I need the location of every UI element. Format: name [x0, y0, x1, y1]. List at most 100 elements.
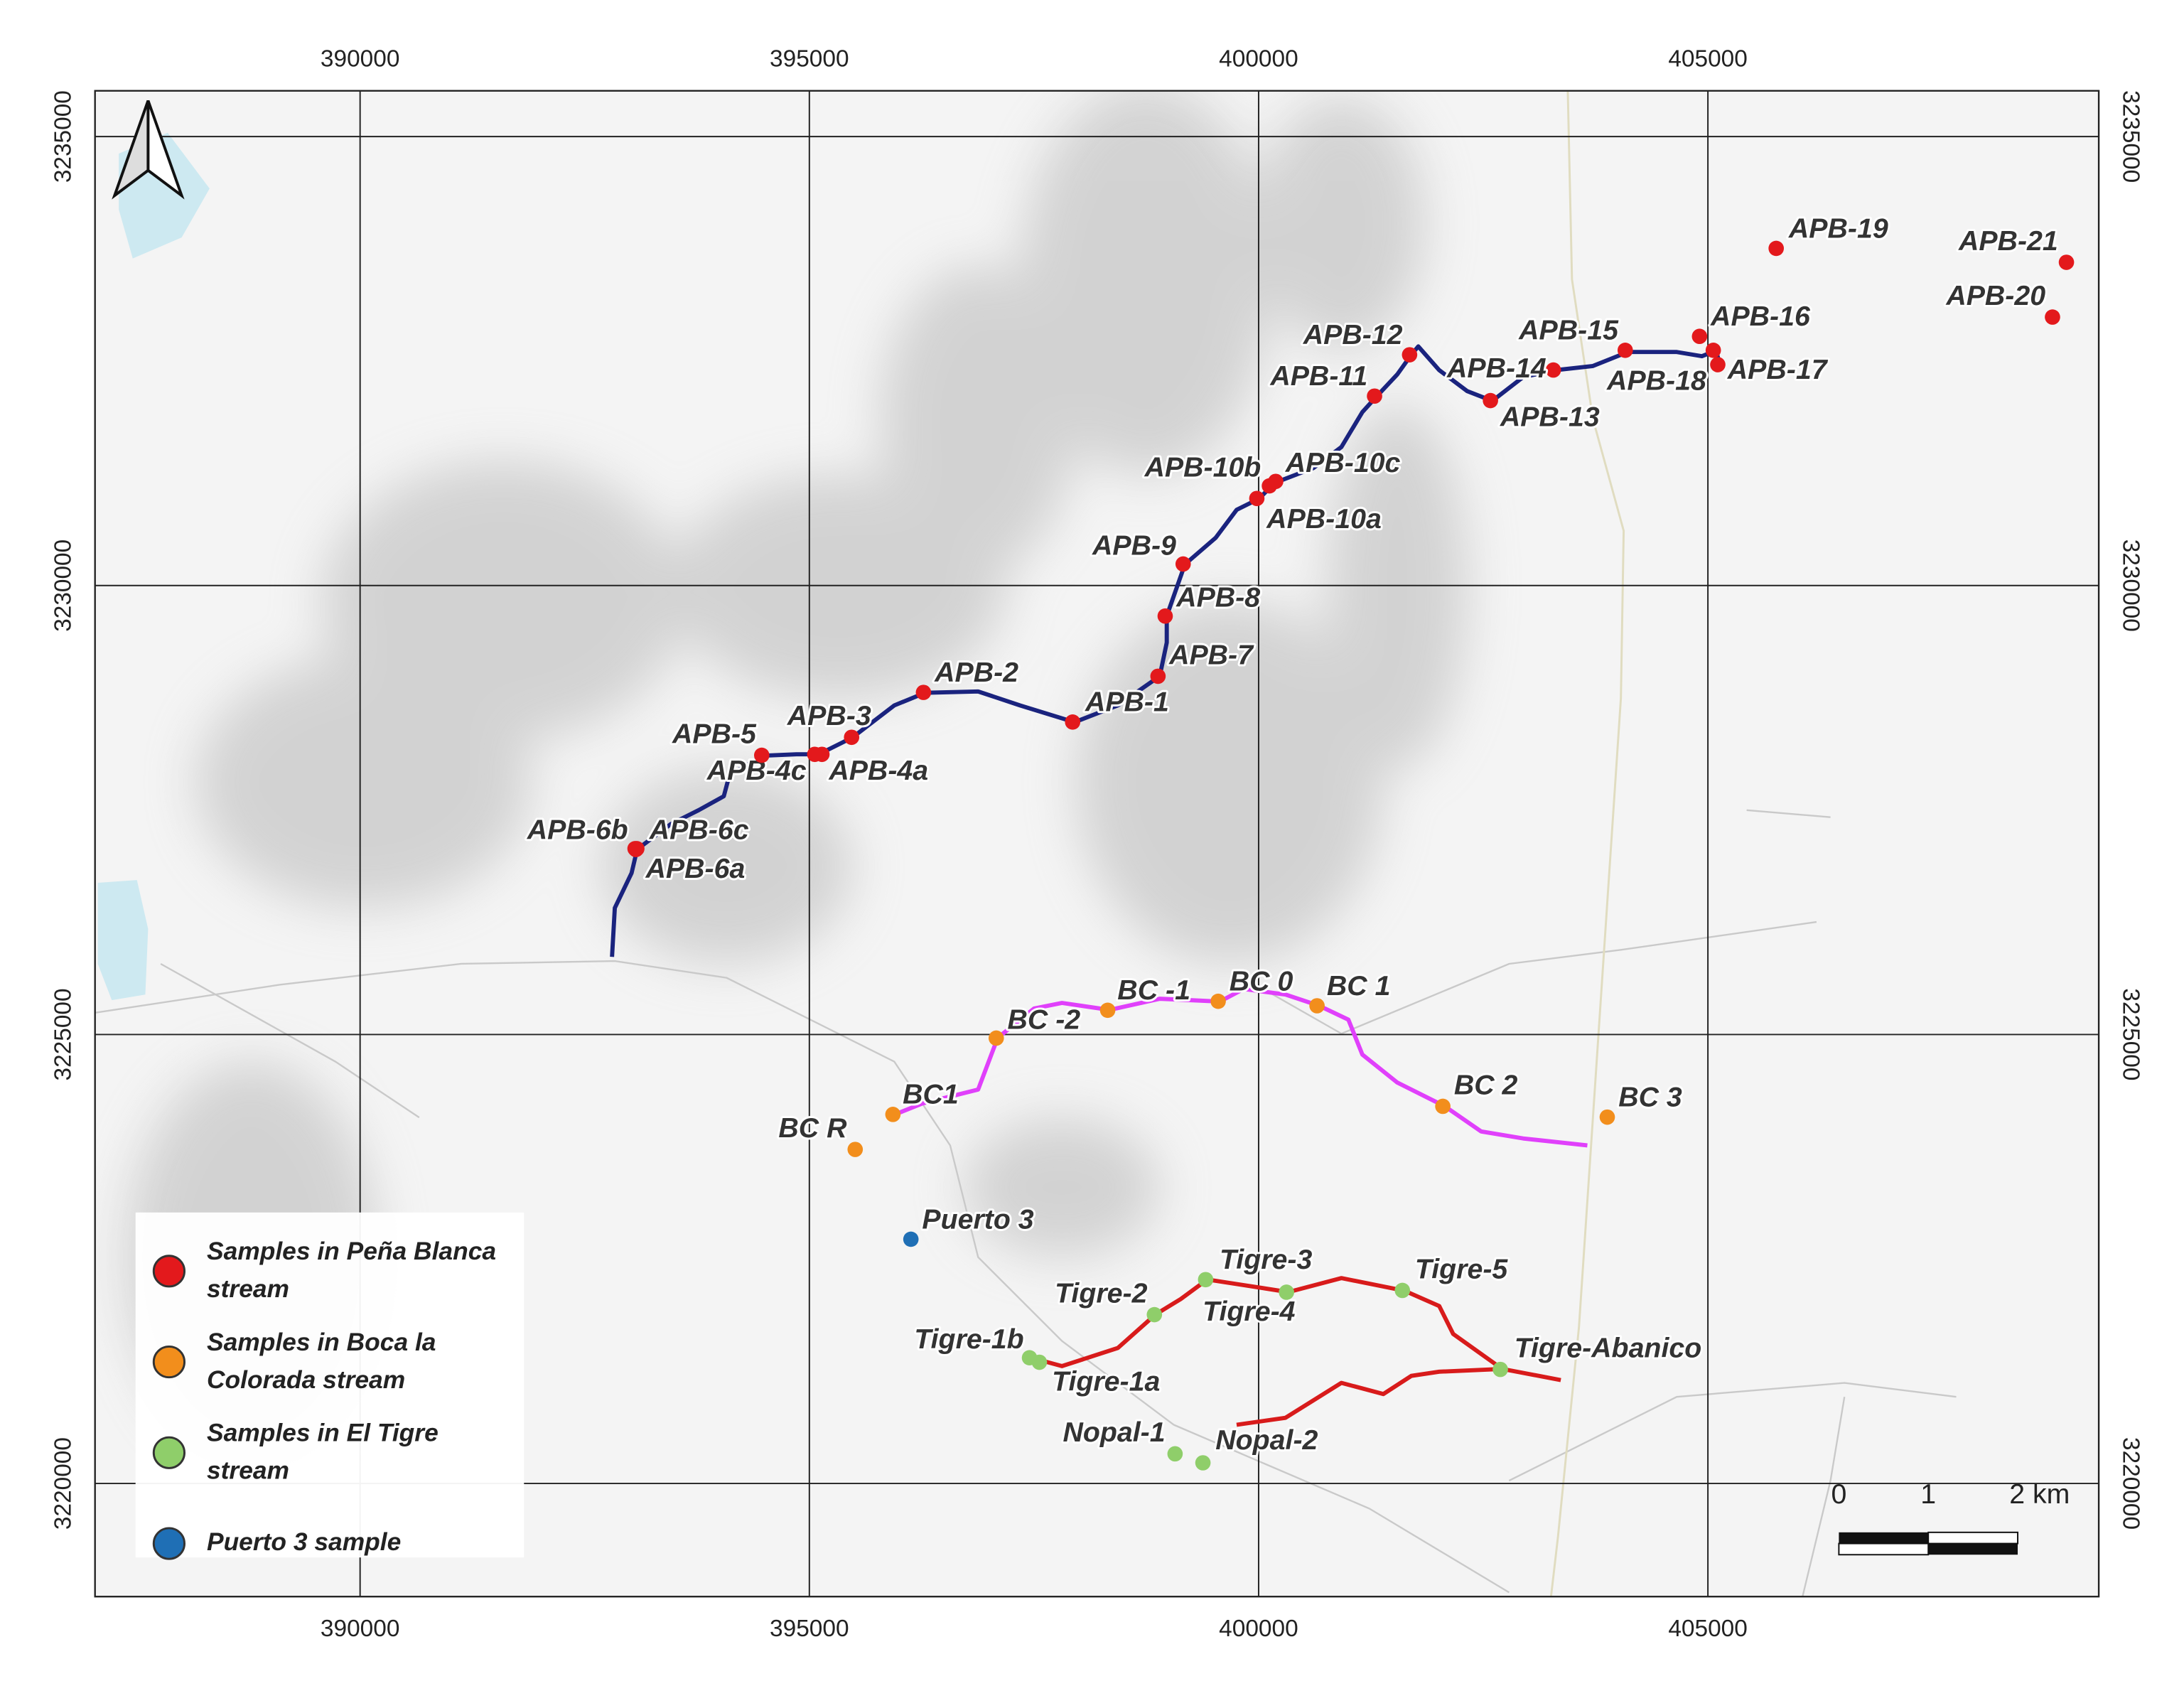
- sample-label: APB-20: [1945, 280, 2045, 311]
- sample-label: BC R: [778, 1112, 847, 1144]
- sample-point: [1279, 1284, 1294, 1300]
- x-tick-label: 400000: [1219, 1616, 1298, 1642]
- sample-point: [2058, 254, 2075, 270]
- sample-label: APB-18: [1606, 365, 1706, 396]
- sample-label: APB-2: [934, 657, 1018, 688]
- legend-label: stream: [207, 1457, 289, 1485]
- y-tick-label: 3235000: [2117, 90, 2143, 183]
- y-tick-label: 3230000: [2117, 539, 2143, 632]
- y-tick-label: 3230000: [50, 539, 76, 632]
- sample-point: [1402, 347, 1418, 363]
- north-arrow: [112, 100, 185, 200]
- y-tick-label: 3225000: [2117, 988, 2143, 1080]
- sample-label: APB-5: [672, 718, 757, 749]
- el-tigre-stream: [1236, 1366, 1502, 1427]
- sample-point: [1617, 343, 1633, 358]
- sample-label: APB-6b: [527, 815, 628, 846]
- x-tick-label: 390000: [321, 1616, 400, 1642]
- y-tick-label: 3220000: [50, 1437, 76, 1530]
- sample-point: [1705, 343, 1721, 358]
- sample-point: [1710, 357, 1726, 372]
- sample-point: [885, 1107, 901, 1122]
- sample-label: APB-19: [1788, 213, 1888, 244]
- sample-point: [1210, 993, 1226, 1009]
- samples: APB-1APB-2APB-3APB-4aAPB-4cAPB-5APB-6aAP…: [525, 210, 2075, 1471]
- sample-point: [629, 841, 645, 857]
- legend-swatch: [152, 1345, 185, 1379]
- legend-label: Samples in Peña Blanca: [207, 1237, 496, 1265]
- legend-swatch: [152, 1255, 185, 1288]
- sample-point: [1146, 1306, 1163, 1323]
- legend-label: Samples in El Tigre: [207, 1419, 439, 1447]
- legend-swatch: [152, 1527, 185, 1560]
- sample-label: BC 3: [1618, 1081, 1682, 1112]
- sample-point: [753, 747, 770, 763]
- map-frame: [94, 90, 2100, 1598]
- sample-point: [1367, 388, 1382, 404]
- sample-label: APB-11: [1269, 360, 1367, 392]
- sample-label: BC -2: [1008, 1004, 1081, 1035]
- sample-label: Tigre-1a: [1052, 1365, 1160, 1397]
- x-tick-label: 405000: [1668, 45, 1748, 72]
- sample-label: BC -1: [1117, 974, 1190, 1006]
- legend-swatch: [152, 1436, 185, 1469]
- sample-point: [1691, 328, 1708, 345]
- sample-label: BC 2: [1454, 1069, 1518, 1100]
- sample-label: APB-17: [1727, 354, 1829, 385]
- x-tick-label: 395000: [770, 45, 849, 72]
- sample-label: Tigre-4: [1203, 1296, 1295, 1327]
- sample-label: Tigre-1b: [914, 1323, 1023, 1355]
- sample-point: [1492, 1361, 1508, 1378]
- sample-point: [1198, 1272, 1214, 1288]
- y-tick-label: 3225000: [50, 988, 76, 1080]
- sample-point: [1249, 490, 1265, 507]
- sample-label: APB-10c: [1285, 447, 1401, 478]
- sample-label: Nopal-2: [1215, 1424, 1318, 1456]
- scale-label: 2 km: [2009, 1478, 2070, 1510]
- sample-label: APB-1: [1085, 687, 1169, 718]
- sample-point: [1099, 1002, 1116, 1019]
- graticule: 390000 390000 395000 395000 400000 400000 4050…: [50, 45, 2143, 1642]
- sample-point: [844, 729, 860, 746]
- sample-label: APB-12: [1303, 319, 1403, 350]
- x-tick-label: 390000: [321, 45, 400, 72]
- sample-point: [1268, 473, 1284, 490]
- sample-label: APB-21: [1958, 225, 2058, 257]
- pena-blanca-stream: [610, 344, 1723, 957]
- sample-point: [1545, 362, 1561, 378]
- legend-label: stream: [207, 1275, 289, 1303]
- sample-label: BC 0: [1230, 966, 1293, 997]
- scale-label: 0: [1831, 1478, 1846, 1510]
- sample-label: Nopal-1: [1063, 1417, 1165, 1448]
- sample-point: [1175, 556, 1191, 572]
- sample-point: [807, 746, 823, 763]
- sample-point: [847, 1142, 864, 1157]
- scale-bar: [1838, 1531, 2019, 1556]
- scale-label: 1: [1920, 1478, 1936, 1510]
- sample-point: [1065, 714, 1081, 730]
- sample-point: [988, 1030, 1004, 1046]
- sample-point: [915, 684, 932, 700]
- sample-label: APB-9: [1092, 530, 1176, 561]
- x-tick-label: 405000: [1668, 1616, 1748, 1642]
- sample-label: APB-15: [1518, 315, 1619, 346]
- sample-label: APB-10b: [1144, 451, 1262, 483]
- legend: Samples in Peña Blanca stream Samples in B…: [152, 1237, 496, 1560]
- legend-label: Puerto 3 sample: [207, 1528, 401, 1556]
- sample-point: [1599, 1109, 1615, 1125]
- sample-point: [1157, 608, 1173, 624]
- sample-point: [1394, 1282, 1411, 1299]
- sample-label: APB-3: [787, 700, 871, 731]
- el-tigre-stream: [1031, 1276, 1561, 1382]
- x-tick-label: 400000: [1219, 45, 1298, 72]
- sample-point: [1435, 1098, 1451, 1115]
- sample-label: Tigre-Abanico: [1515, 1333, 1702, 1364]
- sample-point: [1309, 998, 1325, 1014]
- sample-label: Puerto 3: [922, 1203, 1033, 1235]
- y-tick-label: 3220000: [2117, 1437, 2143, 1530]
- sample-label: APB-6a: [645, 853, 746, 884]
- sample-point: [2045, 309, 2060, 325]
- sample-label: BC 1: [1327, 970, 1391, 1002]
